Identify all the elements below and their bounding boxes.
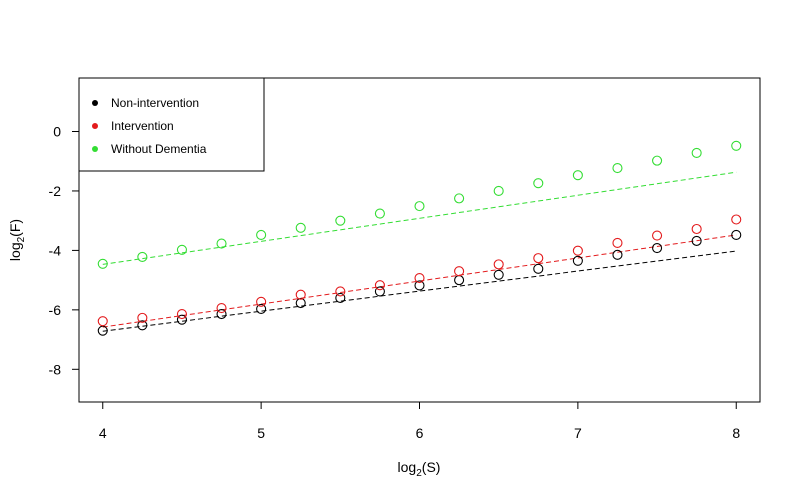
point-intervention-4 [256, 296, 267, 307]
point-without-dementia-0 [97, 258, 108, 269]
x-tick-label-8: 8 [732, 425, 740, 441]
y-tick-label-0: 0 [53, 124, 61, 140]
point-non-intervention-13 [612, 249, 623, 260]
point-without-dementia-14 [652, 155, 663, 166]
point-non-intervention-9 [454, 275, 465, 286]
point-without-dementia-6 [335, 215, 346, 226]
point-non-intervention-15 [691, 235, 702, 246]
point-non-intervention-16 [731, 229, 742, 240]
point-intervention-8 [414, 272, 425, 284]
fit-lines [102, 171, 737, 332]
point-without-dementia-9 [454, 193, 465, 204]
y-tick-label--8: -8 [49, 361, 62, 377]
x-tick-label-4: 4 [99, 425, 107, 441]
point-without-dementia-5 [295, 222, 306, 233]
legend-marker-without-dementia [92, 146, 98, 152]
point-non-intervention-14 [652, 242, 663, 254]
point-without-dementia-3 [216, 238, 227, 249]
point-non-intervention-5 [295, 297, 306, 309]
legend-marker-non-intervention [92, 100, 98, 106]
legend: Non-intervention Intervention Without De… [78, 77, 265, 172]
point-intervention-2 [176, 308, 187, 320]
point-intervention-5 [295, 289, 306, 300]
x-axis-title: log2(S) [398, 459, 441, 479]
point-non-intervention-1 [137, 320, 148, 331]
point-non-intervention-8 [414, 280, 425, 291]
x-tick-label-5: 5 [257, 425, 265, 441]
point-non-intervention-12 [572, 255, 583, 266]
legend-box [78, 77, 265, 172]
point-without-dementia-13 [612, 163, 623, 174]
point-intervention-9 [454, 266, 465, 277]
point-intervention-6 [335, 286, 346, 297]
point-intervention-1 [137, 312, 148, 323]
point-without-dementia-1 [137, 251, 148, 262]
legend-label-intervention: Intervention [111, 119, 174, 133]
point-non-intervention-4 [256, 303, 267, 315]
data-points [97, 140, 742, 336]
legend-marker-intervention [92, 123, 98, 129]
x-tick-label-6: 6 [416, 425, 424, 441]
point-without-dementia-11 [533, 178, 544, 189]
point-without-dementia-2 [176, 244, 187, 255]
y-tick-label--2: -2 [49, 183, 62, 199]
point-without-dementia-8 [414, 201, 425, 212]
legend-label-non-intervention: Non-intervention [111, 96, 199, 110]
point-without-dementia-15 [691, 147, 702, 158]
point-non-intervention-7 [374, 286, 385, 297]
point-without-dementia-16 [731, 140, 742, 151]
point-intervention-0 [97, 316, 108, 327]
fit-line-without-dementia [102, 171, 737, 265]
point-non-intervention-6 [335, 292, 346, 304]
x-tick-label-7: 7 [574, 425, 582, 441]
point-intervention-15 [691, 223, 702, 235]
point-intervention-11 [533, 253, 544, 264]
fit-line-non-intervention [102, 250, 737, 332]
point-intervention-13 [612, 237, 623, 249]
point-without-dementia-12 [572, 170, 583, 181]
point-intervention-16 [731, 214, 742, 225]
point-intervention-7 [374, 280, 385, 291]
point-non-intervention-10 [493, 269, 504, 280]
y-tick-label--4: -4 [49, 242, 62, 258]
y-tick-label--6: -6 [49, 302, 62, 318]
legend-label-without-dementia: Without Dementia [111, 142, 207, 156]
point-intervention-10 [493, 259, 504, 270]
point-without-dementia-10 [493, 185, 504, 197]
point-non-intervention-2 [176, 314, 187, 325]
point-non-intervention-11 [533, 263, 544, 274]
y-axis-title: log2(F) [7, 219, 27, 261]
point-non-intervention-3 [216, 308, 227, 320]
point-intervention-12 [572, 245, 583, 256]
axis-ticks: 4 5 6 7 8 -8 -6 -4 -2 0 [49, 124, 741, 441]
point-intervention-14 [652, 230, 663, 241]
point-without-dementia-4 [256, 229, 267, 240]
point-without-dementia-7 [374, 208, 385, 219]
point-intervention-3 [216, 303, 227, 314]
